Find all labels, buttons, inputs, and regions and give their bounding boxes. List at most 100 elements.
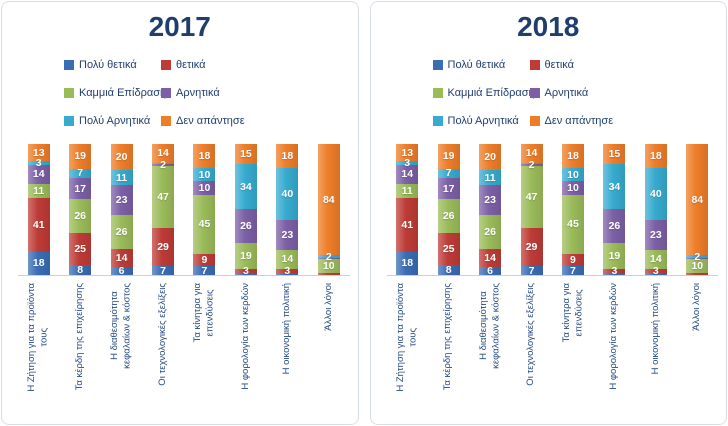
bar-value-label: 19	[240, 250, 252, 262]
x-axis-label: Η διαθεσιμότητα κεφαλαίων & κόστος	[109, 283, 133, 370]
bar-slot: 7 29 47 2 14	[142, 144, 183, 277]
bar-segment	[603, 272, 626, 276]
bar-segment: 3	[234, 265, 257, 277]
bar-segment: 10	[193, 181, 216, 195]
legend-label: Πολύ θετικά	[79, 59, 137, 72]
stacked-bar: 6 14 26 23 11 20	[110, 144, 133, 277]
x-axis-label-cell: Άλλοι λόγοι	[677, 283, 718, 417]
chart-panel-2017: 2017 Πολύ θετικά θετικά Καμμιά Επίδραση Αρν…	[1, 1, 359, 425]
bar-segment: 7	[520, 264, 543, 277]
stacked-bar: 8 25 26 17 7 19	[437, 144, 460, 276]
x-axis-label-cell: Τα κίνητρα για επενδύσεις	[184, 283, 225, 417]
bar-segment	[152, 162, 175, 164]
chart-title-2017: 2017	[148, 11, 211, 42]
bar-value-label: 7	[570, 264, 576, 277]
bar-value-label: 14	[525, 147, 538, 160]
bar-segment: 8	[69, 264, 92, 276]
bar-value-label: 14	[157, 147, 169, 160]
bar-value-label: 14	[32, 168, 45, 181]
chart-legend: Πολύ θετικά θετικά Καμμιά Επίδραση Αρνητικά…	[432, 59, 614, 127]
bar-value-label: 23	[281, 229, 294, 242]
bar-segment: 23	[110, 184, 133, 215]
plot-area: 18 41 11 14 3 13 8 25 26 17 7 19 6 14 26 23 11 20 7 29 47 2 14…	[386, 144, 718, 277]
bar-segment: 17	[437, 177, 460, 200]
stacked-bar: 3 19 26 34 15	[234, 144, 257, 277]
bar-value-label: 10	[198, 181, 211, 194]
bar-segment: 7	[561, 264, 584, 277]
bar-segment: 34	[234, 164, 257, 210]
legend-item: Αρνητικά	[161, 87, 245, 99]
bar-segment: 13	[396, 144, 419, 162]
bar-segment: 18	[27, 251, 50, 276]
bar-segment: 26	[603, 209, 626, 244]
bar-segment	[276, 272, 299, 276]
legend-label: θετικά	[176, 59, 206, 72]
legend-label: Δεν απάντησε	[176, 115, 245, 128]
x-axis-label-cell: Η οικονομική πολιτική	[635, 283, 676, 417]
x-axis-label: Η οικονομική πολιτική	[649, 283, 661, 375]
bar-value-label: 19	[74, 150, 86, 163]
chart-title-2018: 2018	[517, 11, 580, 42]
legend-swatch-icon	[64, 88, 74, 99]
bar-segment: 40	[276, 167, 299, 221]
stacked-bar: 8 25 26 17 7 19	[69, 144, 92, 276]
legend-swatch-icon	[432, 116, 443, 127]
stacked-bar: 7 29 47 2 14	[520, 144, 543, 277]
bar-segment: 47	[520, 166, 543, 229]
stacked-bar: 3 19 26 34 15	[603, 144, 626, 277]
legend-item: θετικά	[529, 59, 614, 71]
x-axis-labels: Η Ζήτηση για τα προϊόντα τους Τα κέρδη τη…	[387, 283, 719, 417]
x-axis-label: Η οικονομική πολιτική	[281, 283, 293, 375]
bar-value-label: 34	[240, 180, 252, 193]
x-axis-label: Οι τεχνολογικές εξελίξεις	[156, 283, 168, 386]
legend-label: Αρνητικά	[176, 87, 220, 100]
bar-slot: 7 9 45 10 10 18	[184, 144, 225, 277]
bar-value-label: 47	[157, 191, 169, 204]
bar-segment: 45	[193, 194, 216, 255]
bar-segment: 3	[603, 265, 626, 277]
bar-value-label: 17	[74, 182, 86, 195]
bar-segment: 7	[152, 265, 175, 277]
bar-value-label: 20	[484, 151, 496, 164]
bar-segment: 14	[152, 144, 175, 163]
bar-value-label: 7	[201, 264, 208, 277]
bar-value-label: 17	[442, 182, 455, 195]
bar-segment: 8	[437, 264, 460, 276]
stacked-bar: 7 29 47 2 14	[152, 144, 175, 277]
bar-segment: 11	[27, 183, 50, 198]
bar-value-label: 7	[528, 264, 535, 277]
x-axis-label-cell: Η Ζήτηση για τα προϊόντα τους	[18, 283, 59, 417]
bar-slot: 7 29 47 2 14	[511, 144, 552, 277]
bar-segment: 26	[110, 214, 133, 249]
bar-value-label: 23	[115, 193, 128, 206]
bar-value-label: 41	[401, 218, 414, 231]
bar-segment: 18	[644, 144, 667, 168]
legend-label: Καμμιά Επίδραση	[447, 87, 535, 100]
bar-value-label: 40	[281, 188, 294, 200]
legend-item: Πολύ θετικά	[432, 59, 530, 71]
bar-segment: 20	[479, 144, 502, 171]
x-axis-label-cell: Η διαθεσιμότητα κεφαλαίων & κόστος	[469, 283, 510, 417]
bar-segment: 14	[520, 144, 543, 163]
x-axis-label: Η διαθεσιμότητα κεφαλαίων & κόστος	[477, 283, 502, 370]
bar-segment: 14	[110, 249, 133, 268]
bar-value-label: 26	[115, 225, 128, 238]
x-axis-label: Άλλοι λόγοι	[322, 283, 334, 331]
bar-segment: 10	[686, 259, 709, 273]
chart-panel-2018: 2018 Πολύ θετικά θετικά Καμμιά Επίδραση Αρν…	[369, 1, 727, 425]
legend-swatch-icon	[161, 60, 171, 71]
legend-label: Καμμιά Επίδραση	[79, 87, 167, 100]
legend-item: Δεν απάντησε	[161, 115, 245, 127]
bar-value-label: 45	[567, 218, 579, 231]
bar-segment: 10	[561, 181, 584, 195]
bar-slot: 8 25 26 17 7 19	[59, 144, 100, 276]
bar-value-label: 18	[32, 257, 45, 270]
x-axis-label: Τα κίνητρα για επενδύσεις	[560, 283, 584, 343]
bar-value-label: 40	[650, 188, 662, 200]
stacked-bar: 10 2 84	[686, 144, 709, 276]
bar-value-label: 11	[116, 171, 128, 184]
bar-segment: 2	[686, 251, 709, 263]
bar-segment: 18	[396, 251, 419, 276]
x-axis-label-cell: Τα κίνητρα για επενδύσεις	[552, 283, 593, 417]
bar-segment: 34	[603, 164, 626, 210]
